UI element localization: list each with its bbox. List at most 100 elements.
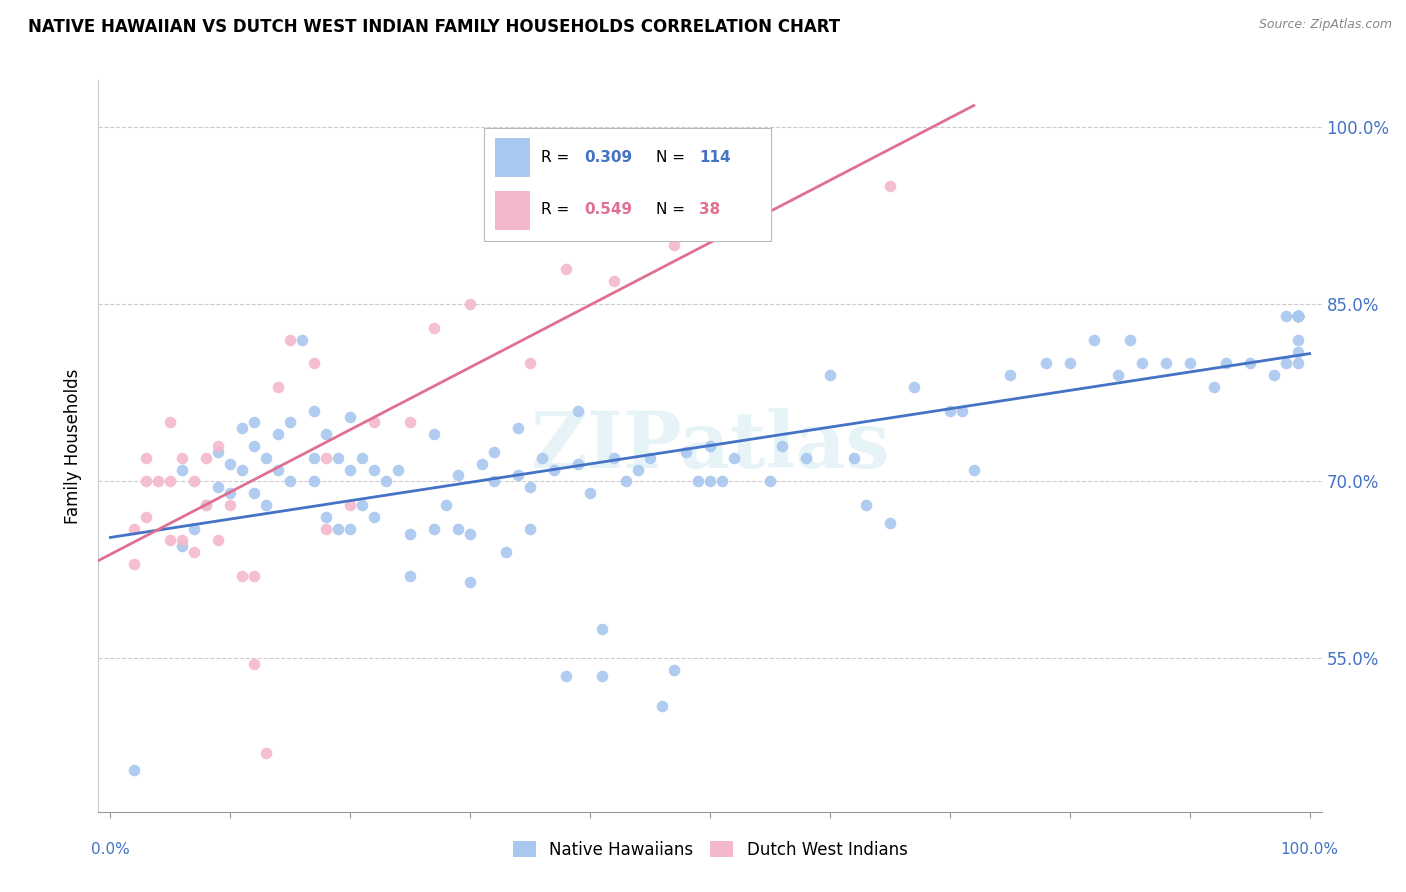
Point — [458, 574, 481, 589]
Point — [1286, 356, 1309, 370]
Point — [699, 439, 721, 453]
Point — [172, 533, 194, 548]
Point — [387, 462, 409, 476]
Point — [1286, 310, 1309, 324]
Point — [638, 450, 661, 465]
Point — [555, 262, 578, 277]
Point — [998, 368, 1021, 383]
Point — [243, 416, 266, 430]
Point — [1083, 333, 1105, 347]
Point — [231, 462, 253, 476]
Point — [879, 179, 901, 194]
Point — [304, 450, 326, 465]
Point — [315, 450, 337, 465]
Point — [950, 403, 973, 417]
Point — [195, 498, 218, 512]
Point — [207, 480, 229, 494]
Point — [1154, 356, 1177, 370]
Legend: Native Hawaiians, Dutch West Indians: Native Hawaiians, Dutch West Indians — [506, 834, 914, 865]
Point — [135, 509, 157, 524]
Point — [219, 486, 242, 500]
Point — [614, 475, 637, 489]
Point — [352, 498, 374, 512]
Point — [124, 557, 146, 571]
Point — [1286, 310, 1309, 324]
Point — [662, 663, 685, 677]
Point — [423, 522, 446, 536]
Point — [519, 522, 541, 536]
Point — [1286, 333, 1309, 347]
Point — [339, 409, 361, 424]
Point — [1286, 310, 1309, 324]
Point — [699, 475, 721, 489]
Point — [675, 445, 697, 459]
Point — [243, 568, 266, 582]
Point — [172, 539, 194, 553]
Point — [1119, 333, 1142, 347]
Point — [254, 498, 277, 512]
Point — [699, 179, 721, 194]
Point — [172, 462, 194, 476]
Point — [339, 522, 361, 536]
Point — [363, 462, 385, 476]
Point — [304, 356, 326, 370]
Point — [278, 333, 301, 347]
Point — [304, 475, 326, 489]
Point — [363, 416, 385, 430]
Point — [207, 445, 229, 459]
Text: 100.0%: 100.0% — [1281, 842, 1339, 857]
Point — [1130, 356, 1153, 370]
Point — [662, 238, 685, 252]
Point — [291, 333, 314, 347]
Point — [1286, 310, 1309, 324]
Point — [315, 427, 337, 442]
Point — [471, 457, 494, 471]
Point — [207, 533, 229, 548]
Point — [591, 622, 613, 636]
Point — [363, 509, 385, 524]
Point — [399, 568, 422, 582]
Point — [159, 475, 181, 489]
Point — [1215, 356, 1237, 370]
Point — [879, 516, 901, 530]
Point — [267, 380, 290, 394]
Point — [183, 475, 205, 489]
Text: NATIVE HAWAIIAN VS DUTCH WEST INDIAN FAMILY HOUSEHOLDS CORRELATION CHART: NATIVE HAWAIIAN VS DUTCH WEST INDIAN FAM… — [28, 18, 841, 36]
Y-axis label: Family Households: Family Households — [65, 368, 83, 524]
Point — [231, 568, 253, 582]
Point — [939, 403, 962, 417]
Point — [603, 274, 626, 288]
Point — [1286, 310, 1309, 324]
Point — [195, 450, 218, 465]
Point — [423, 321, 446, 335]
Point — [434, 498, 457, 512]
Point — [1286, 344, 1309, 359]
Point — [267, 427, 290, 442]
Point — [1035, 356, 1057, 370]
Point — [770, 439, 793, 453]
Point — [508, 468, 530, 483]
Point — [447, 468, 470, 483]
Point — [1274, 356, 1296, 370]
Point — [172, 450, 194, 465]
Point — [1286, 310, 1309, 324]
Point — [315, 522, 337, 536]
Point — [183, 522, 205, 536]
Point — [458, 297, 481, 311]
Point — [328, 522, 350, 536]
Point — [219, 498, 242, 512]
Point — [508, 421, 530, 435]
Point — [686, 475, 709, 489]
Point — [794, 450, 817, 465]
Point — [315, 509, 337, 524]
Point — [159, 533, 181, 548]
Point — [254, 746, 277, 760]
Point — [1059, 356, 1081, 370]
Point — [339, 462, 361, 476]
Point — [1202, 380, 1225, 394]
Point — [482, 445, 505, 459]
Point — [243, 486, 266, 500]
Point — [231, 421, 253, 435]
Point — [818, 368, 841, 383]
Point — [148, 475, 170, 489]
